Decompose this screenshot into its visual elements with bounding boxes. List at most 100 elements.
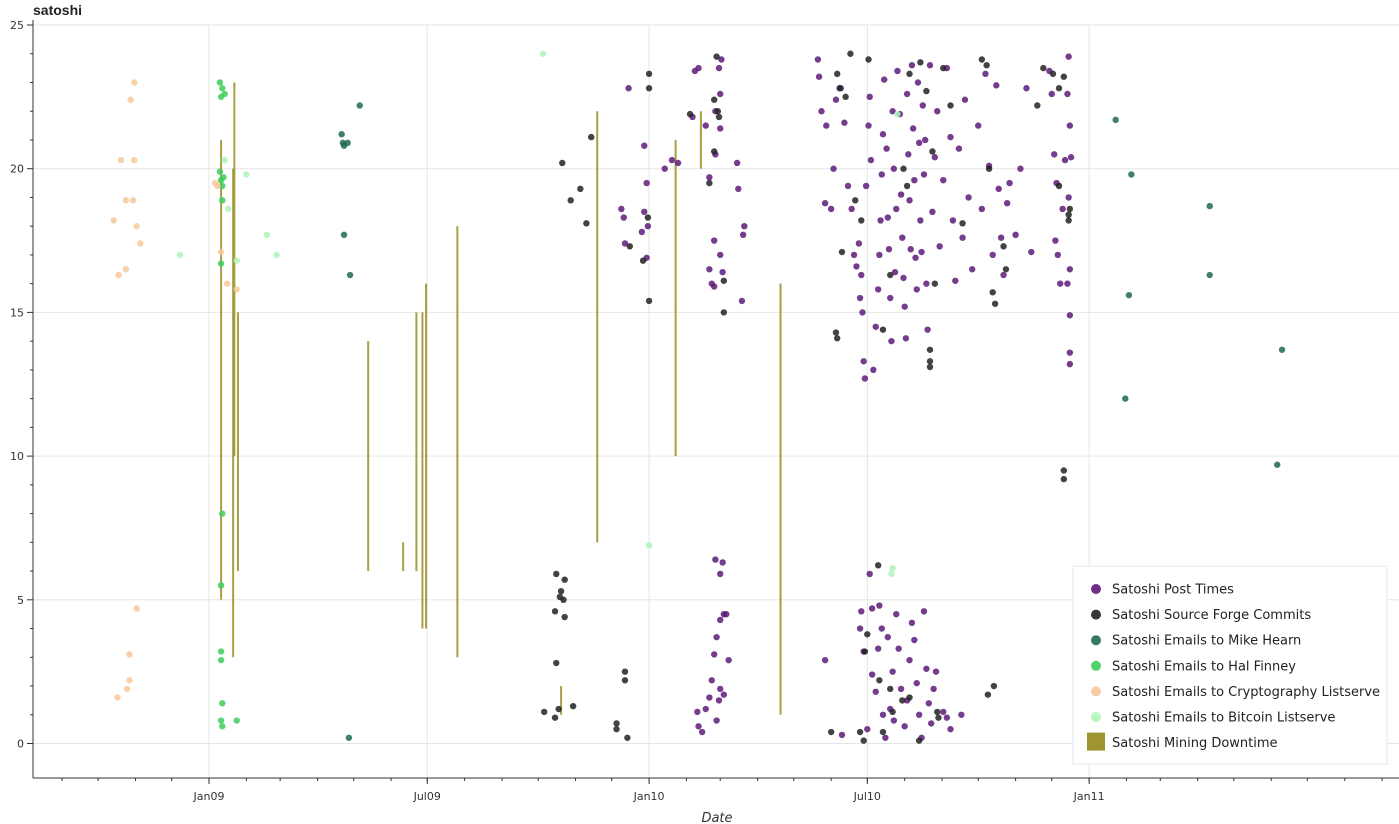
satoshi-post-times-point [858, 271, 865, 279]
satoshi-source-forge-commits-point [624, 734, 631, 741]
satoshi-post-times-point [909, 125, 917, 132]
satoshi-post-times-point [907, 245, 914, 253]
satoshi-source-forge-commits-point [1060, 73, 1068, 80]
satoshi-post-times-point [989, 251, 996, 259]
satoshi-source-forge-commits-point [710, 96, 718, 103]
satoshi-post-times-point [982, 70, 989, 78]
satoshi-post-times-point [919, 102, 926, 109]
satoshi-source-forge-commits-point [567, 197, 574, 204]
satoshi-source-forge-commits-point [838, 248, 846, 256]
satoshi-source-forge-commits-point [864, 631, 871, 638]
satoshi-source-forge-commits-point [983, 62, 990, 69]
legend-item[interactable]: Satoshi Post Times [1091, 583, 1234, 598]
satoshi-emails-to-cryptography-listserve-point [131, 79, 138, 86]
satoshi-emails-to-cryptography-listserve-point [137, 240, 144, 247]
satoshi-post-times-point [915, 711, 923, 718]
legend-item[interactable]: Satoshi Mining Downtime [1087, 732, 1278, 752]
satoshi-post-times-point [876, 251, 883, 259]
satoshi-source-forge-commits-point [934, 708, 941, 716]
satoshi-source-forge-commits-point [561, 613, 568, 621]
satoshi-source-forge-commits-point [715, 113, 723, 121]
satoshi-post-times-point [698, 728, 706, 736]
satoshi-post-times-point [864, 725, 871, 733]
legend-item[interactable]: Satoshi Emails to Cryptography Listserve [1091, 685, 1380, 700]
satoshi-post-times-point [884, 214, 892, 221]
satoshi-source-forge-commits-point [613, 720, 620, 727]
satoshi-post-times-point [861, 375, 869, 382]
satoshi-post-times-point [882, 734, 889, 741]
satoshi-post-times-point [1066, 360, 1074, 368]
y-tick-label: 25 [10, 19, 24, 32]
satoshi-emails-to-mike-hearn-point [1128, 171, 1135, 178]
satoshi-source-forge-commits-point [926, 358, 934, 365]
satoshi-source-forge-commits-point [917, 59, 924, 66]
satoshi-post-times-point [738, 297, 746, 305]
satoshi-post-times-point [915, 139, 923, 147]
satoshi-source-forge-commits-point [923, 87, 930, 95]
legend-box [1072, 565, 1388, 765]
satoshi-emails-to-cryptography-listserve-point [131, 156, 138, 164]
x-axis-label: Date [701, 811, 732, 824]
satoshi-source-forge-commits-point [555, 705, 562, 713]
satoshi-post-times-point [993, 82, 1000, 89]
satoshi-post-times-point [906, 197, 913, 204]
satoshi-post-times-point [913, 679, 920, 687]
satoshi-emails-to-mike-hearn-point [1278, 346, 1286, 353]
satoshi-post-times-point [866, 570, 873, 578]
legend-item[interactable]: Satoshi Source Forge Commits [1091, 608, 1311, 623]
satoshi-post-times-point [838, 731, 846, 739]
satoshi-post-times-point [899, 234, 906, 241]
legend-item[interactable]: Satoshi Emails to Bitcoin Listserve [1091, 711, 1335, 726]
satoshi-source-forge-commits-point [621, 677, 629, 684]
satoshi-emails-to-mike-hearn-point [1206, 202, 1213, 210]
satoshi-post-times-point [879, 711, 887, 718]
satoshi-source-forge-commits-point [645, 85, 653, 92]
satoshi-post-times-point [895, 645, 902, 652]
satoshi-emails-to-bitcoin-listserve-point [888, 570, 895, 578]
satoshi-source-forge-commits-point [879, 728, 887, 736]
satoshi-post-times-point [860, 358, 867, 365]
satoshi-emails-to-cryptography-listserve-point [115, 271, 122, 279]
satoshi-post-times-point [1064, 280, 1071, 287]
satoshi-post-times-point [889, 108, 896, 115]
satoshi-post-times-point [901, 303, 908, 310]
satoshi-source-forge-commits-point [900, 165, 907, 172]
satoshi-post-times-point [918, 248, 925, 256]
satoshi-source-forge-commits-point [876, 677, 883, 684]
satoshi-post-times-point [814, 56, 822, 63]
satoshi-source-forge-commits-point [860, 737, 867, 744]
satoshi-emails-to-hal-finney-point [219, 85, 226, 92]
satoshi-post-times-point [720, 691, 728, 698]
satoshi-post-times-point [818, 108, 825, 115]
satoshi-post-times-point [862, 182, 870, 190]
satoshi-post-times-point [719, 559, 726, 566]
satoshi-source-forge-commits-point [842, 93, 849, 101]
satoshi-post-times-point [643, 179, 650, 187]
satoshi-emails-to-cryptography-listserve-point [126, 677, 133, 684]
satoshi-post-times-point [889, 668, 896, 675]
legend-item[interactable]: Satoshi Emails to Hal Finney [1091, 659, 1296, 674]
satoshi-emails-to-mike-hearn-point [346, 271, 354, 279]
satoshi-post-times-point [715, 697, 723, 704]
satoshi-post-times-point [901, 723, 908, 730]
satoshi-post-times-point [872, 323, 879, 330]
satoshi-post-times-point [867, 156, 875, 164]
satoshi-post-times-point [920, 608, 928, 615]
satoshi-emails-to-bitcoin-listserve-point [273, 251, 280, 259]
satoshi-post-times-point [712, 556, 719, 563]
satoshi-post-times-point [1000, 271, 1007, 279]
satoshi-post-times-point [891, 268, 899, 276]
y-tick-label: 10 [10, 450, 24, 463]
legend-item[interactable]: Satoshi Emails to Mike Hearn [1091, 634, 1301, 649]
satoshi-post-times-point [969, 266, 976, 273]
satoshi-post-times-point [708, 280, 715, 287]
satoshi-emails-to-cryptography-listserve-point [126, 651, 133, 658]
satoshi-post-times-point [702, 705, 709, 713]
satoshi-emails-to-mike-hearn-point [1125, 291, 1133, 299]
satoshi-post-times-point [940, 708, 947, 716]
satoshi-post-times-point [920, 171, 928, 178]
satoshi-emails-to-cryptography-listserve-point [123, 685, 131, 693]
satoshi-post-times-point [1066, 266, 1074, 273]
satoshi-post-times-point [674, 159, 682, 167]
satoshi-post-times-point [1066, 122, 1074, 129]
